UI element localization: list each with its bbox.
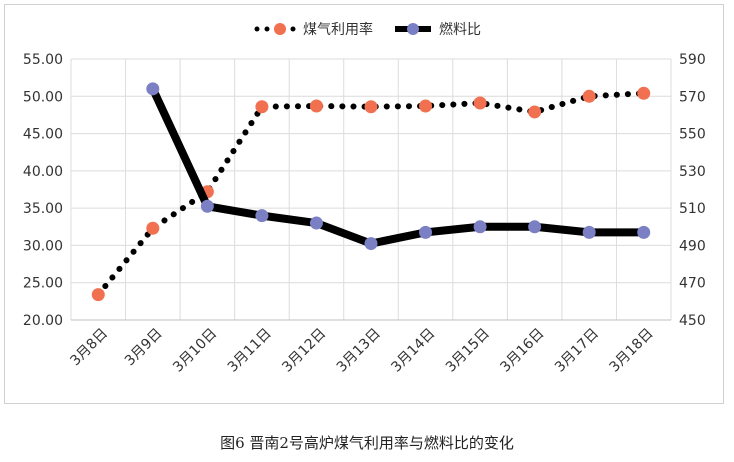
y-left-tick-label: 45.00 [23, 127, 63, 143]
y-left-tick-label: 30.00 [23, 238, 63, 254]
fuel-ratio-point [364, 237, 378, 251]
fuel-ratio-point [309, 216, 323, 230]
x-tick-label: 3月17日 [552, 326, 602, 376]
fuel-ratio-point [255, 209, 269, 223]
fuel-ratio-point [582, 225, 596, 239]
legend-dotted-marker [290, 26, 296, 32]
dual-axis-line-chart: 20.00 25.00 30.00 35.00 40.00 45.00 50.00 55.00… [23, 21, 706, 376]
gas-utilization-point [637, 86, 651, 100]
x-tick-label: 3月12日 [279, 326, 329, 376]
y-right-tick-label: 490 [679, 238, 706, 254]
y-left-tick-label: 55.00 [23, 52, 63, 68]
y-right-tick-label: 530 [679, 164, 706, 180]
x-tick-label: 3月8日 [67, 326, 111, 370]
x-tick-label: 3月13日 [334, 326, 384, 376]
y-right-tick-label: 470 [679, 276, 706, 292]
x-tick-label: 3月15日 [443, 326, 493, 376]
legend-dotted-marker [254, 26, 260, 32]
fuel-ratio-point [528, 220, 542, 234]
x-tick-label: 3月18日 [607, 326, 657, 376]
y-left-tick-label: 20.00 [23, 313, 63, 329]
legend-dotted-marker [264, 26, 270, 32]
chart-frame: 20.00 25.00 30.00 35.00 40.00 45.00 50.00 55.00… [4, 4, 724, 404]
legend-gas-utilization-label: 煤气利用率 [303, 21, 373, 38]
gas-utilization-point [473, 96, 487, 110]
y-right-tick-label: 450 [679, 313, 706, 329]
legend-gas-utilization-marker [274, 23, 286, 35]
y-right-tick-label: 510 [679, 201, 706, 217]
gas-utilization-point [582, 89, 596, 103]
fuel-ratio-point [419, 225, 433, 239]
figure-caption: 图6 晋南2号高炉煤气利用率与燃料比的变化 [220, 434, 514, 452]
x-tick-label: 3月14日 [388, 326, 438, 376]
legend-fuel-ratio-marker [407, 23, 419, 35]
y-right-tick-label: 590 [679, 52, 706, 68]
y-left-tick-label: 35.00 [23, 201, 63, 217]
y-left-tick-label: 50.00 [23, 89, 63, 105]
x-tick-label: 3月10日 [170, 326, 220, 376]
gas-utilization-point [146, 221, 160, 235]
y-right-tick-label: 570 [679, 89, 706, 105]
series-fuel-ratio-line [149, 87, 644, 248]
y-right-tick-label: 550 [679, 127, 706, 143]
fuel-ratio-point [637, 225, 651, 239]
gas-utilization-point [364, 100, 378, 114]
fuel-ratio-point [146, 82, 160, 96]
x-tick-label: 3月11日 [225, 326, 275, 376]
series-gas-utilization-line [95, 90, 647, 298]
gas-utilization-point [528, 105, 542, 119]
gas-utilization-point [91, 288, 105, 302]
y-left-tick-label: 25.00 [23, 276, 63, 292]
y-left-tick-label: 40.00 [23, 164, 63, 180]
fuel-ratio-point [473, 220, 487, 234]
gas-utilization-point [419, 99, 433, 113]
x-tick-label: 3月9日 [122, 326, 166, 370]
legend-fuel-ratio-label: 燃料比 [439, 21, 481, 38]
gas-utilization-point [255, 100, 269, 114]
fuel-ratio-point [200, 199, 214, 213]
x-tick-label: 3月16日 [497, 326, 547, 376]
gas-utilization-point [309, 99, 323, 113]
